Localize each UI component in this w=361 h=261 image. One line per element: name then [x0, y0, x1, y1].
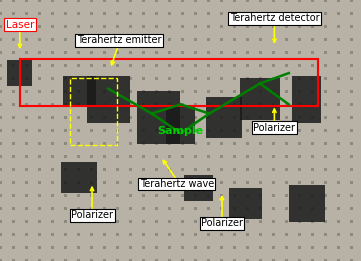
Bar	[289, 185, 325, 222]
Text: Polarizer: Polarizer	[253, 123, 295, 133]
Bar	[7, 60, 32, 86]
Bar	[229, 188, 262, 219]
Text: Terahertz wave: Terahertz wave	[140, 179, 214, 189]
Bar	[206, 97, 242, 138]
Text: Laser: Laser	[6, 20, 34, 30]
Text: Terahertz detector: Terahertz detector	[230, 13, 319, 23]
Bar	[166, 107, 195, 144]
Bar	[137, 91, 180, 144]
Bar	[87, 76, 130, 123]
Bar	[63, 76, 96, 107]
Bar	[240, 78, 280, 120]
Bar	[61, 162, 97, 193]
Text: Terahertz emitter: Terahertz emitter	[77, 35, 161, 45]
Bar	[292, 76, 321, 123]
Text: Sample: Sample	[157, 126, 204, 135]
Bar	[184, 175, 213, 201]
Bar	[70, 78, 117, 145]
Text: Polarizer: Polarizer	[71, 210, 113, 220]
Text: Polarizer: Polarizer	[201, 218, 243, 228]
